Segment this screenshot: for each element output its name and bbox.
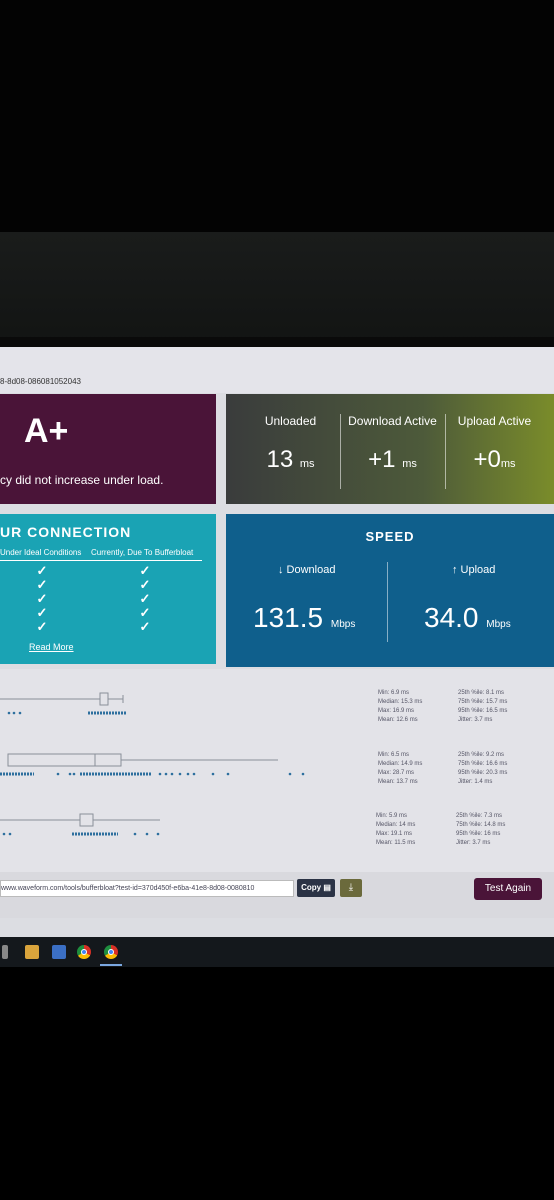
latency-label: Upload Active: [457, 414, 532, 428]
box-plot-download-active: [0, 753, 305, 776]
check-icon: ✓: [139, 605, 151, 620]
test-again-button[interactable]: Test Again: [474, 878, 542, 900]
connection-title: UR CONNECTION: [0, 524, 132, 540]
stat-line: Median: 15.3 ms: [378, 699, 423, 705]
check-icon: ✓: [36, 619, 48, 634]
stat-line: Jitter: 1.4 ms: [458, 779, 493, 785]
monitor-bezel: [0, 232, 554, 347]
connection-card: UR CONNECTION Under Ideal Conditions Cur…: [0, 514, 216, 664]
box-plot-unloaded: [0, 692, 126, 715]
stats-upload-left: Min: 5.9 ms Median: 14 ms Max: 19.1 ms M…: [376, 812, 415, 848]
chrome-icon[interactable]: [104, 945, 118, 959]
grade-letter: A+: [24, 412, 69, 450]
stats-unloaded-left: Min: 6.9 ms Median: 15.3 ms Max: 16.9 ms…: [378, 689, 422, 725]
latency-unloaded: Unloaded 13 ms: [236, 394, 345, 504]
download-results-button[interactable]: ⤓: [340, 879, 362, 897]
download-label: ↓ Download: [278, 564, 336, 576]
share-url-field[interactable]: www.waveform.com/tools/bufferbloat?test-…: [0, 880, 294, 897]
latency-upload-active: Upload Active +0ms: [440, 394, 549, 504]
stat-line: 75th %ile: 14.8 ms: [456, 822, 506, 828]
box-plot-upload-active: [0, 813, 160, 836]
stat-line: Max: 19.1 ms: [376, 831, 413, 837]
stat-line: 95th %ile: 20.3 ms: [458, 770, 508, 776]
taskbar: [0, 937, 554, 967]
stat-line: 95th %ile: 16.5 ms: [458, 708, 508, 714]
divider: [445, 414, 446, 489]
latency-plots-section: Min: 6.9 ms Median: 15.3 ms Max: 16.9 ms…: [0, 669, 554, 872]
divider: [387, 562, 388, 642]
grade-card: A+ cy did not increase under load.: [0, 394, 216, 504]
current-check-column: ✓ ✓ ✓ ✓ ✓: [138, 564, 152, 634]
share-bar: www.waveform.com/tools/bufferbloat?test-…: [0, 872, 554, 918]
check-icon: ✓: [139, 563, 151, 578]
stat-line: Median: 14 ms: [376, 822, 416, 828]
stat-line: Max: 28.7 ms: [378, 770, 415, 776]
check-icon: ✓: [36, 563, 48, 578]
file-explorer-icon[interactable]: [25, 945, 39, 959]
stat-line: 95th %ile: 16 ms: [456, 831, 501, 837]
upload-speed: 34.0 Mbps: [424, 602, 511, 633]
check-icon: ✓: [36, 577, 48, 592]
stats-upload-right: 25th %ile: 7.3 ms 75th %ile: 14.8 ms 95t…: [456, 812, 505, 848]
stat-line: Mean: 11.5 ms: [376, 840, 416, 846]
stat-line: 75th %ile: 16.6 ms: [458, 761, 508, 767]
mail-icon[interactable]: [52, 945, 66, 959]
latency-download-active: Download Active +1 ms: [338, 394, 447, 504]
stat-line: Median: 14.9 ms: [378, 761, 423, 767]
check-icon: ✓: [139, 591, 151, 606]
stat-line: 25th %ile: 8.1 ms: [458, 690, 505, 696]
download-icon: ⤓: [348, 882, 354, 893]
speed-card: SPEED ↓ Download ↑ Upload 131.5 Mbps 34.…: [226, 514, 554, 667]
monitor-screen: 8-8d08-086081052043 A+ cy did not increa…: [0, 347, 554, 937]
stat-line: Min: 6.5 ms: [378, 752, 410, 758]
header-strip: 8-8d08-086081052043: [0, 347, 554, 393]
stat-line: 75th %ile: 15.7 ms: [458, 699, 508, 705]
monitor-bezel-edge: [0, 337, 554, 349]
divider: [0, 560, 202, 561]
stat-line: Mean: 13.7 ms: [378, 779, 418, 785]
latency-label: Download Active: [348, 414, 437, 428]
check-icon: ✓: [139, 619, 151, 634]
chrome-icon[interactable]: [77, 945, 91, 959]
dark-room-background: [0, 0, 554, 232]
latency-value: +1 ms: [368, 446, 417, 473]
test-id-fragment: 8-8d08-086081052043: [0, 377, 81, 386]
speed-title: SPEED: [365, 529, 415, 544]
stat-line: Jitter: 3.7 ms: [456, 840, 491, 846]
column-current-header: Currently, Due To Bufferbloat: [91, 548, 194, 557]
check-icon: ✓: [139, 577, 151, 592]
copy-button[interactable]: Copy ▤: [297, 879, 335, 897]
read-more-link[interactable]: Read More: [29, 642, 74, 652]
stat-line: Max: 16.9 ms: [378, 708, 415, 714]
stat-line: 25th %ile: 9.2 ms: [458, 752, 505, 758]
upload-label: ↑ Upload: [452, 564, 496, 576]
stat-line: Mean: 12.6 ms: [378, 717, 418, 723]
latency-value: +0ms: [473, 446, 516, 473]
stats-unloaded-right: 25th %ile: 8.1 ms 75th %ile: 15.7 ms 95t…: [458, 689, 507, 725]
clipboard-icon: ▤: [323, 883, 331, 892]
latency-value: 13 ms: [266, 446, 315, 473]
stat-line: Min: 6.9 ms: [378, 690, 410, 696]
latency-box-plots: [0, 692, 305, 836]
stats-download-left: Min: 6.5 ms Median: 14.9 ms Max: 28.7 ms…: [378, 751, 422, 787]
windows-icon[interactable]: [2, 945, 8, 959]
stats-download-right: 25th %ile: 9.2 ms 75th %ile: 16.6 ms 95t…: [458, 751, 507, 787]
latency-card: Unloaded 13 ms Download Active +1 ms Upl…: [226, 394, 554, 504]
divider: [340, 414, 341, 489]
active-app-indicator: [100, 964, 122, 966]
stat-line: 25th %ile: 7.3 ms: [456, 813, 503, 819]
stat-line: Jitter: 3.7 ms: [458, 717, 493, 723]
column-ideal-header: Under Ideal Conditions: [0, 548, 82, 557]
check-icon: ✓: [36, 591, 48, 606]
grade-summary: cy did not increase under load.: [0, 473, 164, 487]
check-icon: ✓: [36, 605, 48, 620]
latency-label: Unloaded: [264, 414, 317, 428]
dark-desk-background: [0, 967, 554, 1200]
stat-line: Min: 5.9 ms: [376, 813, 408, 819]
download-speed: 131.5 Mbps: [253, 602, 356, 633]
ideal-check-column: ✓ ✓ ✓ ✓ ✓: [35, 564, 49, 634]
